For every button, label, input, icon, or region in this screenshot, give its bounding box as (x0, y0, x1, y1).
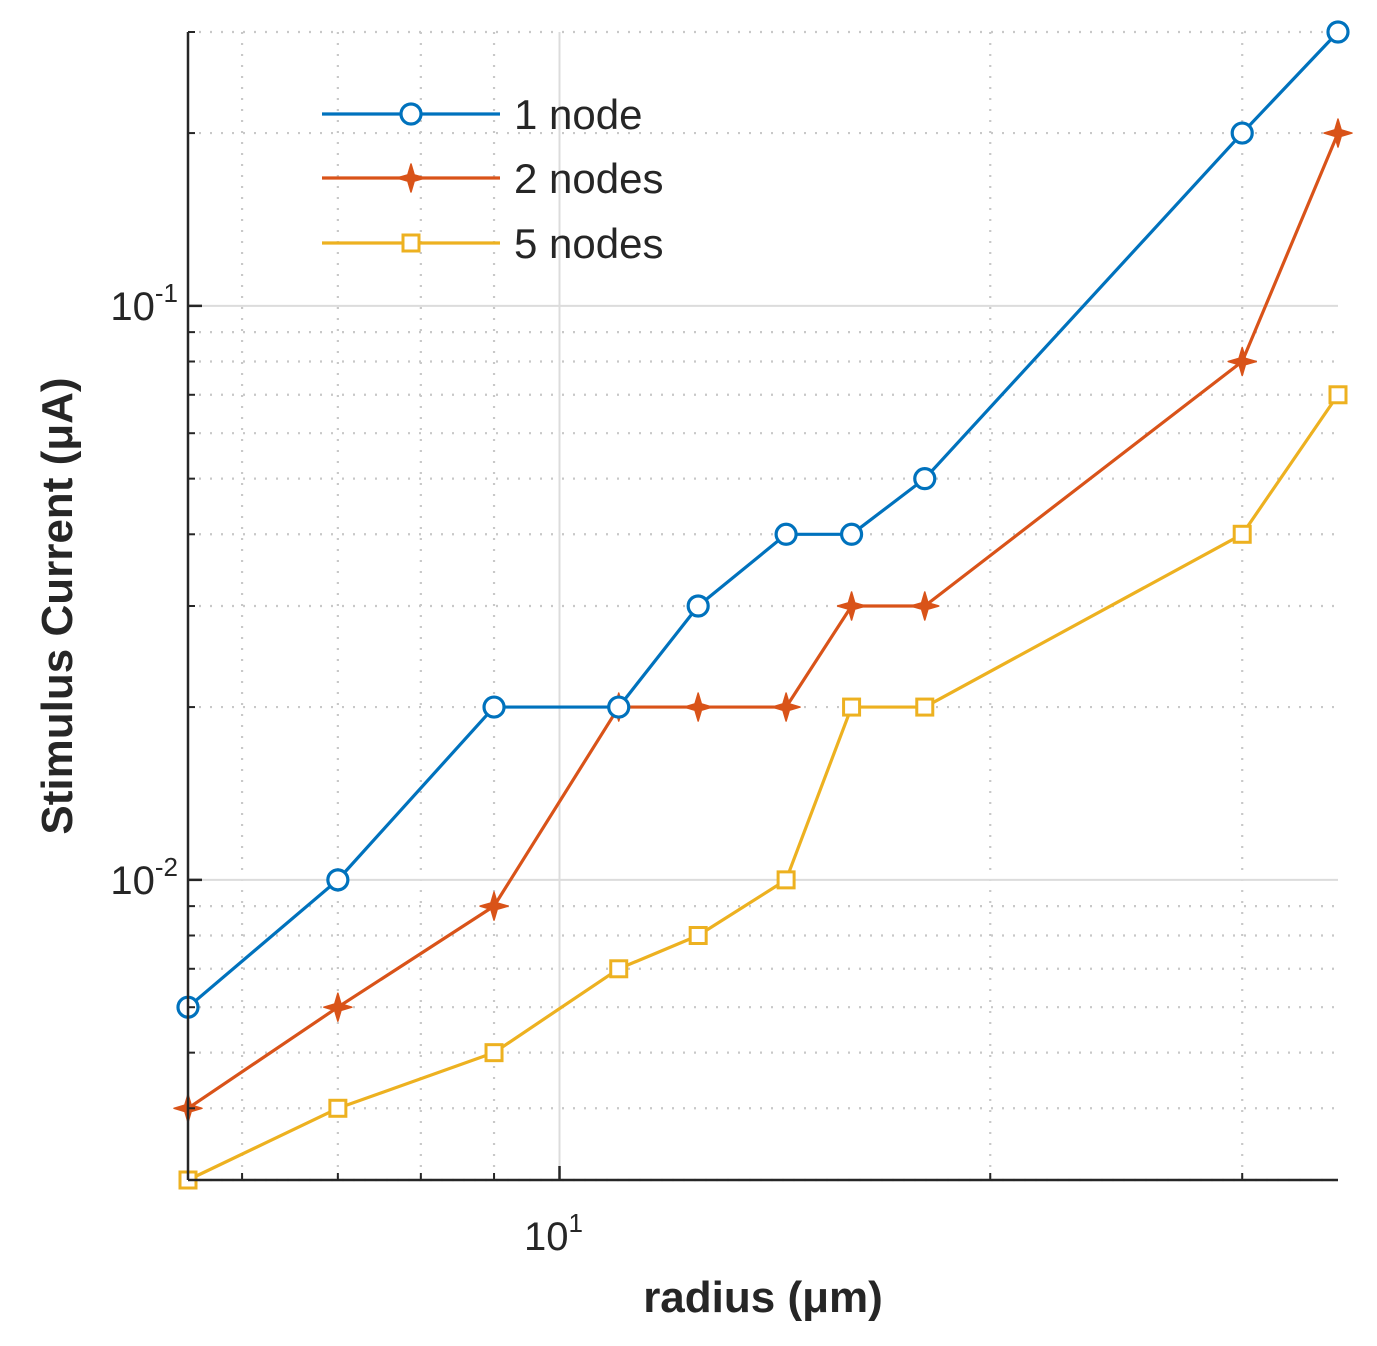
data-point (609, 959, 629, 979)
series-line (186, 30, 1340, 1009)
data-point (323, 992, 353, 1022)
data-point (484, 1043, 504, 1063)
data-point (842, 697, 862, 717)
legend-marker (401, 233, 421, 253)
legend-marker (396, 163, 426, 193)
data-point (326, 868, 350, 892)
plot-background (188, 32, 1338, 1180)
data-point (776, 870, 796, 890)
legend: 1 node 2 nodes 5 nodes (322, 91, 663, 267)
data-point (479, 891, 509, 921)
data-point (913, 467, 937, 491)
legend-marker (399, 102, 423, 126)
data-point (774, 522, 798, 546)
data-point (1326, 20, 1350, 44)
data-point (686, 594, 710, 618)
data-point (771, 692, 801, 722)
data-point (839, 522, 864, 546)
major-grid (188, 32, 1338, 1180)
data-point (1230, 121, 1254, 145)
y-tick-label: 10-1 (110, 278, 178, 329)
legend-label: 5 nodes (514, 220, 663, 267)
legend-label: 1 node (514, 91, 642, 138)
data-point (1227, 346, 1257, 377)
legend-entry-2-nodes: 2 nodes (322, 155, 663, 202)
tick-labels: 101 10-2 10-1 (110, 278, 583, 1259)
data-point (1323, 118, 1353, 148)
data-point (1328, 385, 1348, 405)
axes (186, 31, 1338, 1182)
legend-label: 2 nodes (514, 155, 663, 202)
y-axis-label: Stimulus Current (μA) (33, 377, 82, 834)
x-tick-label: 101 (524, 1208, 583, 1259)
data-point (688, 925, 708, 945)
series-layer (173, 20, 1353, 1190)
series-1-node (176, 20, 1350, 1019)
data-point (1232, 524, 1252, 544)
legend-entry-1-node: 1 node (322, 91, 642, 138)
y-tick-label: 10-2 (110, 852, 178, 903)
legend-entry-5-nodes: 5 nodes (322, 220, 663, 267)
series-line (186, 131, 1340, 1110)
data-point (910, 591, 940, 621)
x-axis-label: radius (μm) (643, 1273, 883, 1322)
series-line (186, 393, 1340, 1182)
data-point (607, 695, 631, 719)
data-point (328, 1098, 348, 1118)
data-point (915, 697, 935, 717)
data-point (683, 692, 713, 722)
data-point (482, 695, 506, 719)
data-point (836, 591, 867, 621)
